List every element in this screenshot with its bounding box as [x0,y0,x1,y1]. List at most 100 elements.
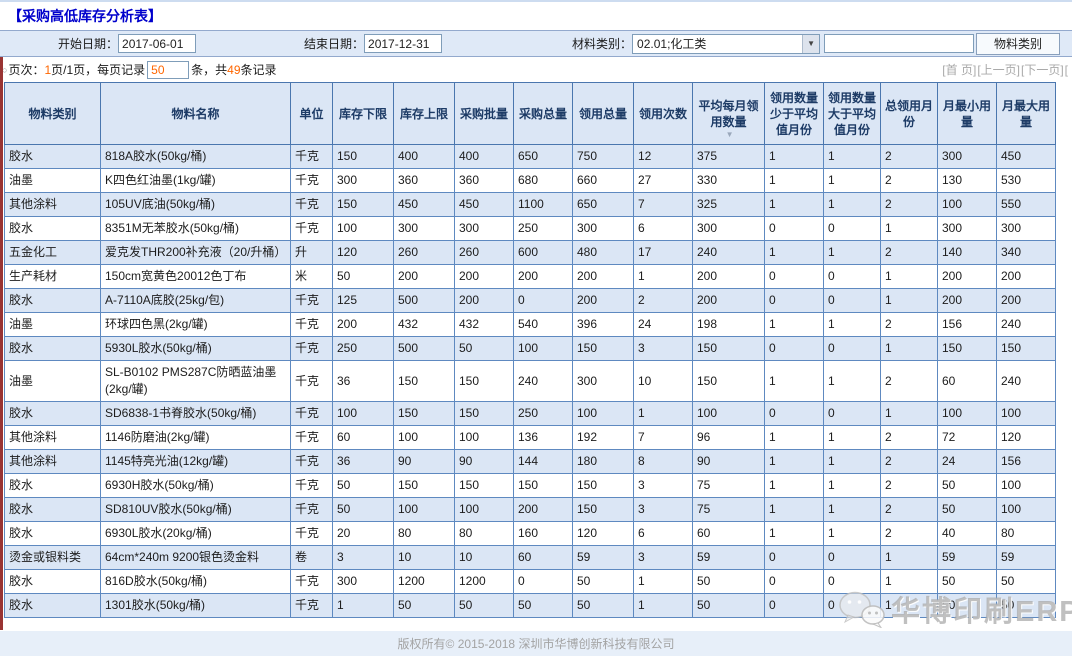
table-cell: 240 [692,240,765,265]
table-cell: 80 [393,521,455,546]
table-cell: 60 [937,360,997,402]
table-cell: 2 [880,168,938,193]
cell-material-name: 1146防磨油(2kg/罐) [100,425,291,450]
table-row: 烫金或银料类 64cm*240m 9200银色烫金料卷 3 10 10 60 59 3 59 0 0… [4,545,1056,570]
table-cell: 400 [393,144,455,169]
cell-material-category: 胶水 [4,473,101,498]
table-cell: 150 [572,473,634,498]
table-cell: 1 [880,593,938,618]
table-cell: 200 [393,264,455,289]
table-row: 生产耗材 150cm宽黄色20012色丁布米 50 200 200 200 200 1 200 0… [4,264,1056,289]
cell-material-name: K四色红油墨(1kg/罐) [100,168,291,193]
column-header: 物料名称 [100,82,291,145]
table-cell: 0 [764,569,824,594]
material-category-label: 材料类别： [572,37,633,51]
table-cell: 1 [880,545,938,570]
table-cell: 100 [937,192,997,217]
start-date-input[interactable] [118,34,197,53]
cell-material-category: 生产耗材 [4,264,101,289]
filter-bar: 开始日期： 结束日期： 材料类别： 02.01;化工类 ▼ 物料类别 [0,31,1072,57]
table-cell: 千克 [290,216,333,241]
table-cell: 千克 [290,425,333,450]
table-cell: 200 [692,288,765,313]
cell-material-name: 64cm*240m 9200银色烫金料 [100,545,291,570]
table-cell: 7 [633,425,693,450]
table-cell: 750 [572,144,634,169]
table-cell: 1 [823,497,881,522]
table-cell: 7 [633,192,693,217]
column-header-label: 月最小用量 [942,98,991,129]
table-cell: 200 [454,288,514,313]
table-cell: 0 [764,593,824,618]
pager-link[interactable]: [下一页] [1020,63,1064,77]
table-cell: 136 [513,425,573,450]
table-cell: 1 [823,312,881,337]
page-size-input[interactable] [147,60,190,79]
table-cell: 0 [764,264,824,289]
table-cell: 8 [633,449,693,474]
cell-material-category: 其他涂料 [4,192,101,217]
table-cell: 千克 [290,497,333,522]
table-cell: 2 [880,312,938,337]
cell-material-category: 胶水 [4,497,101,522]
table-cell: 530 [996,168,1056,193]
column-header[interactable]: 平均每月领用数量 ▼ [692,82,765,145]
table-cell: 50 [692,569,765,594]
table-row: 胶水 SD6838-1书脊胶水(50kg/桶) 千克 100 150 150 250 100 1… [4,401,1056,426]
table-cell: 340 [996,240,1056,265]
table-cell: 50 [572,593,634,618]
table-cell: 0 [823,288,881,313]
cell-material-name: 818A胶水(50kg/桶) [100,144,291,169]
table-cell: 1 [823,449,881,474]
column-header-label: 库存下限 [338,106,387,121]
pager-link[interactable]: [首 页] [942,63,977,77]
material-type-button[interactable]: 物料类别 [976,32,1061,55]
end-date-label: 结束日期： [304,37,365,51]
table-cell: 90 [454,449,514,474]
cell-material-name: SD810UV胶水(50kg/桶) [100,497,291,522]
table-cell: 3 [332,545,394,570]
table-row: 胶水 SD810UV胶水(50kg/桶) 千克 50 100 100 200 150 3 75 1 1… [4,497,1056,522]
table-cell: 1 [633,264,693,289]
table-cell: 100 [454,425,514,450]
title-bar: 【采购高低库存分析表】 [0,0,1072,31]
table-cell: 1 [764,144,824,169]
table-cell: 50 [332,497,394,522]
table-cell: 100 [996,497,1056,522]
pager-link[interactable]: [上一页] [977,63,1020,77]
table-cell: 2 [880,473,938,498]
material-category-select[interactable]: 02.01;化工类 ▼ [632,33,821,54]
table-cell: 300 [393,216,455,241]
table-cell: 150 [454,360,514,402]
table-row: 胶水 818A胶水(50kg/桶) 千克 150 400 400 650 750 12 375 1 1… [4,144,1056,169]
sort-icon[interactable]: ▼ [725,130,734,139]
bullet-icon: ○ [2,64,8,75]
table-cell: 1 [764,360,824,402]
page-title: 【采购高低库存分析表】 [8,8,162,24]
table-cell: 50 [692,593,765,618]
end-date-input[interactable] [364,34,443,53]
cell-material-category: 胶水 [4,401,101,426]
table-cell: 50 [513,593,573,618]
cell-material-category: 胶水 [4,144,101,169]
table-cell: 100 [513,336,573,361]
table-cell: 50 [393,593,455,618]
pager-suffix-text: 条记录 [240,63,277,77]
table-cell: 10 [633,360,693,402]
column-header: 月最小用量 [937,82,997,145]
pager-link: [ [1064,63,1068,77]
table-cell: 50 [996,569,1056,594]
cell-material-category: 油墨 [4,168,101,193]
column-header-label: 采购批量 [459,106,508,121]
material-search-input[interactable] [824,34,975,53]
column-header-label: 物料类别 [28,106,77,121]
table-cell: 650 [572,192,634,217]
table-cell: 75 [692,497,765,522]
table-cell: 千克 [290,449,333,474]
table-cell: 千克 [290,144,333,169]
table-cell: 10 [454,545,514,570]
table-cell: 0 [513,288,573,313]
table-cell: 240 [513,360,573,402]
cell-material-name: 8351M无苯胶水(50kg/桶) [100,216,291,241]
table-cell: 1 [764,449,824,474]
